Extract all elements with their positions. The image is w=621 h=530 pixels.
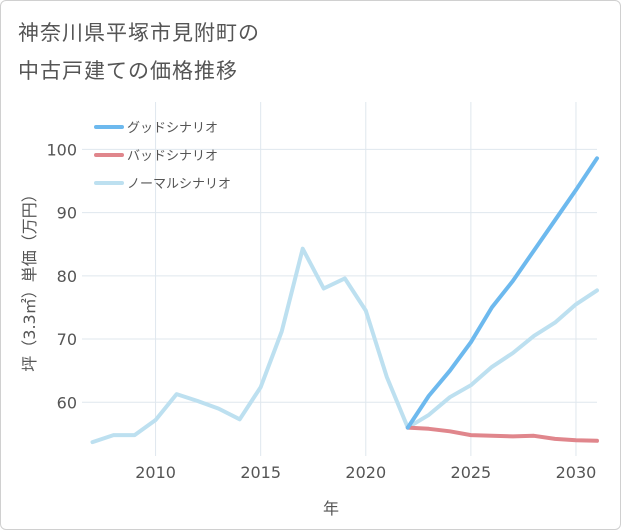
series-line-2	[90, 246, 599, 445]
x-tick-labels: 2010 2015 2020 2025 2030	[135, 463, 596, 482]
x-tick-label: 2030	[556, 463, 597, 482]
y-tick-label: 80	[57, 267, 77, 286]
series-line-0	[405, 156, 599, 430]
y-tick-label: 70	[57, 330, 77, 349]
legend-label: バッドシナリオ	[127, 149, 218, 164]
series-lines	[90, 156, 599, 445]
x-tick-label: 2025	[451, 463, 492, 482]
y-tick-label: 90	[57, 204, 77, 223]
y-tick-label: 100	[46, 140, 77, 159]
series-line-1	[405, 425, 599, 443]
x-tick-label: 2010	[135, 463, 176, 482]
y-grid	[82, 148, 597, 403]
y-tick-label: 60	[57, 393, 77, 412]
x-tick-label: 2015	[240, 463, 281, 482]
x-tick-label: 2020	[345, 463, 386, 482]
y-axis-title: 坪（3.3㎡）単価（万円）	[20, 186, 39, 371]
chart-title: 神奈川県平塚市見附町の 中古戸建ての価格推移	[18, 14, 260, 90]
y-tick-labels: 60 70 80 90 100	[46, 140, 77, 412]
chart-title-line1: 神奈川県平塚市見附町の	[18, 21, 260, 45]
legend-label: グッドシナリオ	[127, 121, 218, 136]
x-grid	[155, 102, 577, 456]
legend-label: ノーマルシナリオ	[127, 177, 231, 192]
x-axis-title: 年	[323, 499, 339, 518]
chart-title-line2: 中古戸建ての価格推移	[18, 59, 238, 83]
